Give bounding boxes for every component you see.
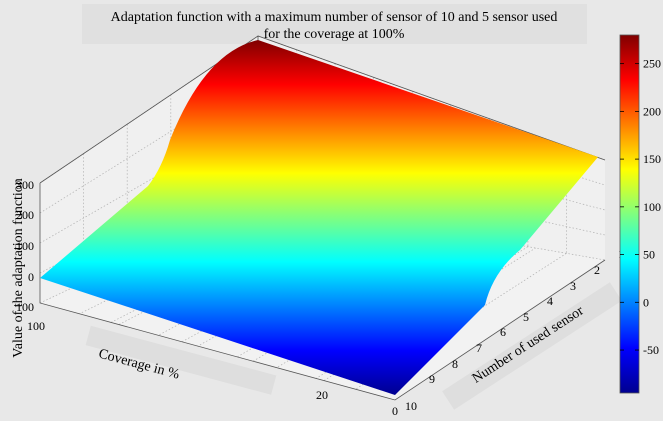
colorbar-ticks: 250 200 150 100 50 0 -50 bbox=[620, 57, 661, 357]
colorbar-tick-label: -50 bbox=[643, 343, 659, 357]
colorbar-tick-label: 200 bbox=[643, 104, 661, 118]
z-tick-label: 100 bbox=[16, 239, 34, 253]
coverage-tick-label: 100 bbox=[27, 319, 45, 333]
colorbar-tick-label: 150 bbox=[643, 152, 661, 166]
surface bbox=[40, 40, 598, 395]
coverage-axis-title-background bbox=[85, 325, 277, 395]
z-axis: 300 200 100 0 100 bbox=[16, 178, 34, 314]
coverage-tick-label: 0 bbox=[392, 404, 398, 418]
sensor-tick-label: 5 bbox=[523, 310, 529, 324]
z-axis-label: Value of the adaptation function bbox=[11, 178, 26, 358]
sensor-tick-label: 6 bbox=[500, 325, 506, 339]
sensor-tick-label: 9 bbox=[429, 372, 435, 386]
colorbar-gradient bbox=[619, 34, 640, 394]
z-tick-label: 300 bbox=[16, 178, 34, 192]
colorbar-tick-label: 250 bbox=[643, 57, 661, 71]
colorbar-tick-label: 100 bbox=[643, 200, 661, 214]
colorbar-tick-label: 50 bbox=[643, 248, 655, 262]
sensor-tick-label: 8 bbox=[452, 357, 458, 371]
colorbar-tick-label: 0 bbox=[643, 295, 649, 309]
sensor-tick-label: 2 bbox=[594, 263, 600, 277]
coverage-tick-label: 20 bbox=[316, 388, 328, 402]
sensor-tick-label: 7 bbox=[476, 341, 482, 355]
z-tick-label: 200 bbox=[16, 208, 34, 222]
surface-plot bbox=[40, 40, 598, 395]
colorbar: 250 200 150 100 50 0 -50 bbox=[619, 34, 661, 394]
sensor-axis-title-background bbox=[442, 282, 622, 410]
chart-title-line1: Adaptation function with a maximum numbe… bbox=[111, 10, 558, 25]
z-tick-label: 0 bbox=[28, 270, 34, 284]
sensor-tick-label: 10 bbox=[405, 399, 417, 413]
sensor-tick-label: 3 bbox=[570, 279, 576, 293]
title-background bbox=[82, 4, 587, 44]
sensor-tick-label: 4 bbox=[547, 294, 553, 308]
z-tick-label: 100 bbox=[16, 300, 34, 314]
chart-title-line2: for the coverage at 100% bbox=[264, 27, 405, 42]
